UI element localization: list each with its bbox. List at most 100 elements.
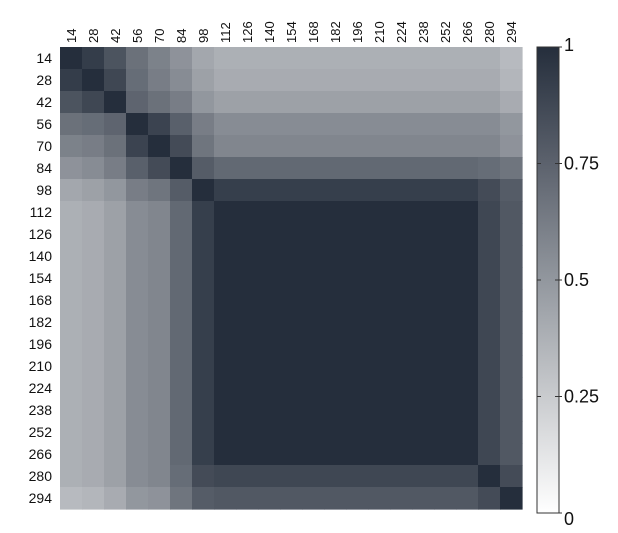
- heatmap-cell: [390, 333, 413, 356]
- heatmap-cell: [280, 135, 303, 158]
- heatmap-cell: [126, 47, 149, 70]
- heatmap-cell: [126, 267, 149, 290]
- heatmap-cell: [434, 157, 457, 180]
- heatmap-cell: [368, 487, 391, 510]
- heatmap-cell: [302, 245, 325, 268]
- heatmap-cell: [126, 223, 149, 246]
- heatmap-cell: [126, 245, 149, 268]
- heatmap-cell: [82, 377, 105, 400]
- heatmap-cell: [412, 311, 435, 334]
- heatmap-cells: [60, 47, 523, 510]
- heatmap-cell: [302, 333, 325, 356]
- x-tick-label: 154: [284, 21, 299, 43]
- heatmap-cell: [126, 333, 149, 356]
- heatmap-cell: [214, 245, 237, 268]
- heatmap-cell: [60, 69, 83, 92]
- heatmap-cell: [500, 267, 523, 290]
- y-tick-label: 98: [36, 182, 52, 198]
- heatmap-cell: [82, 201, 105, 224]
- heatmap-cell: [280, 245, 303, 268]
- y-tick-label: 210: [29, 358, 53, 374]
- heatmap-cell: [390, 113, 413, 136]
- heatmap-cell: [60, 333, 83, 356]
- heatmap-cell: [324, 201, 347, 224]
- x-tick-label: 84: [174, 29, 189, 43]
- heatmap-cell: [302, 399, 325, 422]
- heatmap-cell: [258, 69, 281, 92]
- heatmap-cell: [368, 69, 391, 92]
- heatmap-cell: [214, 113, 237, 136]
- heatmap-cell: [456, 267, 479, 290]
- heatmap-cell: [82, 399, 105, 422]
- heatmap-cell: [456, 355, 479, 378]
- heatmap-cell: [302, 91, 325, 114]
- heatmap-cell: [302, 157, 325, 180]
- heatmap-cell: [104, 421, 127, 444]
- heatmap-cell: [500, 421, 523, 444]
- heatmap-cell: [148, 179, 171, 202]
- y-axis-tick-labels: 14 28 42 56 70 84 98 112 126 140 154 168 182 196 210 22…: [29, 50, 53, 506]
- heatmap-cell: [126, 399, 149, 422]
- heatmap-cell: [214, 91, 237, 114]
- heatmap-cell: [302, 311, 325, 334]
- heatmap-cell: [192, 223, 215, 246]
- heatmap-cell: [170, 69, 193, 92]
- heatmap-cell: [324, 91, 347, 114]
- heatmap-cell: [500, 47, 523, 70]
- heatmap-cell: [368, 201, 391, 224]
- heatmap-cell: [302, 113, 325, 136]
- heatmap-cell: [500, 377, 523, 400]
- heatmap-cell: [214, 135, 237, 158]
- heatmap-cell: [104, 47, 127, 70]
- heatmap-cell: [434, 465, 457, 488]
- heatmap-cell: [500, 333, 523, 356]
- heatmap-cell: [456, 157, 479, 180]
- heatmap-cell: [192, 465, 215, 488]
- heatmap-cell: [82, 245, 105, 268]
- heatmap-cell: [346, 289, 369, 312]
- heatmap-cell: [192, 179, 215, 202]
- heatmap-cell: [258, 223, 281, 246]
- heatmap-cell: [280, 69, 303, 92]
- y-tick-label: 182: [29, 314, 53, 330]
- heatmap-cell: [500, 201, 523, 224]
- heatmap-cell: [500, 223, 523, 246]
- heatmap-cell: [126, 443, 149, 466]
- heatmap-cell: [148, 135, 171, 158]
- heatmap-cell: [302, 47, 325, 70]
- x-axis-tick-labels: 14 28 42 56 70 84 98 112 126 140 154 168 182 196 210 22…: [64, 21, 519, 43]
- heatmap-cell: [258, 179, 281, 202]
- heatmap-cell: [104, 355, 127, 378]
- heatmap-cell: [434, 311, 457, 334]
- heatmap-cell: [324, 267, 347, 290]
- heatmap-cell: [412, 421, 435, 444]
- heatmap-cell: [236, 267, 259, 290]
- heatmap-cell: [368, 135, 391, 158]
- heatmap-cell: [126, 157, 149, 180]
- heatmap-cell: [104, 311, 127, 334]
- heatmap-cell: [258, 487, 281, 510]
- heatmap-cell: [412, 267, 435, 290]
- x-tick-label: 126: [240, 21, 255, 43]
- heatmap-cell: [170, 201, 193, 224]
- heatmap-cell: [280, 201, 303, 224]
- heatmap-cell: [170, 113, 193, 136]
- y-tick-label: 154: [29, 270, 53, 286]
- heatmap-cell: [148, 443, 171, 466]
- heatmap-cell: [280, 91, 303, 114]
- heatmap-cell: [170, 179, 193, 202]
- heatmap-cell: [126, 69, 149, 92]
- heatmap-cell: [302, 443, 325, 466]
- heatmap-cell: [214, 69, 237, 92]
- heatmap-cell: [368, 289, 391, 312]
- heatmap-cell: [60, 487, 83, 510]
- heatmap-cell: [170, 465, 193, 488]
- x-tick-label: 28: [86, 29, 101, 43]
- heatmap-cell: [214, 311, 237, 334]
- y-tick-label: 238: [29, 402, 53, 418]
- y-tick-label: 42: [36, 94, 52, 110]
- heatmap-cell: [126, 355, 149, 378]
- heatmap-cell: [236, 311, 259, 334]
- heatmap-cell: [280, 443, 303, 466]
- heatmap-cell: [500, 69, 523, 92]
